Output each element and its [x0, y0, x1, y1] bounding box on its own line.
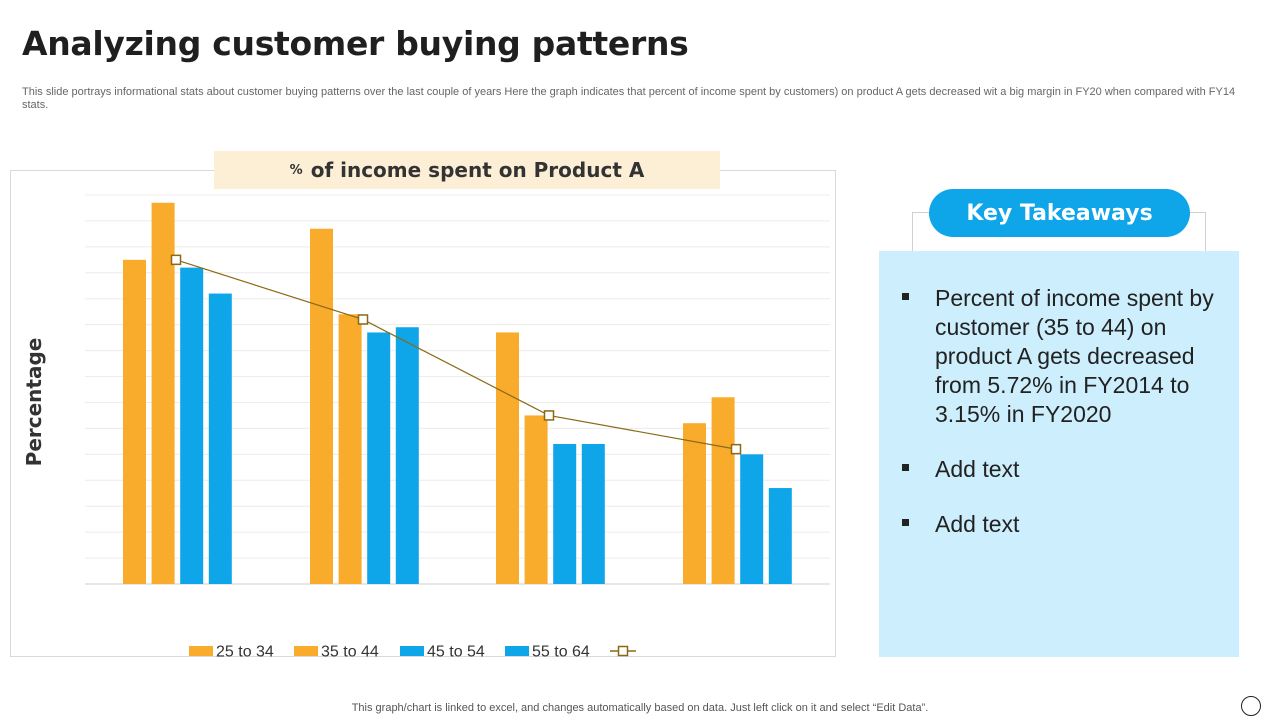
bar-3-4	[740, 454, 764, 584]
takeaways-list: Percent of income spent by customer (35 …	[900, 284, 1220, 565]
chart-title: % of income spent on Product A	[214, 151, 720, 189]
takeaway-item[interactable]: Percent of income spent by customer (35 …	[900, 284, 1220, 429]
takeaway-text: Add text	[935, 511, 1020, 537]
trend-point	[357, 314, 369, 325]
takeaway-text: Add text	[935, 456, 1020, 482]
bar-1-3	[496, 332, 519, 584]
bar-4-2	[395, 327, 419, 584]
bar-2-3	[524, 415, 548, 584]
circle-icon	[1241, 696, 1261, 716]
legend-swatch	[294, 646, 318, 656]
trend-point	[170, 254, 182, 266]
legend-label: 25 to 34	[216, 644, 274, 661]
takeaways-heading: Key Takeaways	[929, 189, 1190, 237]
takeaways-panel	[879, 251, 1239, 657]
legend-trend-marker	[617, 645, 629, 657]
bar-1-2	[310, 228, 333, 585]
y-axis-label: Percentage	[22, 337, 46, 467]
bullet-icon	[902, 293, 909, 300]
bar-3-3	[553, 443, 577, 584]
trend-point	[730, 443, 742, 455]
legend-swatch	[189, 646, 213, 656]
bar-3-1	[180, 267, 204, 584]
takeaway-item[interactable]: Add text	[900, 455, 1220, 484]
takeaway-item[interactable]: Add text	[900, 510, 1220, 539]
bar-2-4	[711, 397, 735, 584]
bar-4-4	[768, 488, 792, 584]
bar-3-2	[367, 332, 391, 584]
bullet-icon	[902, 464, 909, 471]
page-title: Analyzing customer buying patterns	[22, 24, 689, 63]
bar-4-3	[581, 443, 605, 584]
bar-1-1	[123, 259, 146, 584]
legend-label: 35 to 44	[321, 644, 379, 661]
bar-2-2	[338, 314, 362, 584]
takeaway-text: Percent of income spent by customer (35 …	[935, 285, 1214, 427]
legend-label: 45 to 54	[427, 644, 485, 661]
bullet-icon	[902, 519, 909, 526]
trend-point	[543, 410, 555, 421]
bar-1-4	[683, 423, 706, 584]
page-subtitle: This slide portrays informational stats …	[22, 86, 1236, 111]
footer-note: This graph/chart is linked to excel, and…	[351, 702, 929, 714]
chart-title-prefix: %	[289, 162, 303, 178]
legend-swatch	[400, 646, 424, 656]
legend-swatch	[505, 646, 529, 656]
legend-label: 55 to 64	[532, 644, 590, 661]
trend-line	[175, 259, 737, 450]
chart-title-text: of income spent on Product A	[310, 158, 645, 182]
bar-4-1	[208, 293, 232, 584]
bar-2-1	[151, 202, 175, 584]
